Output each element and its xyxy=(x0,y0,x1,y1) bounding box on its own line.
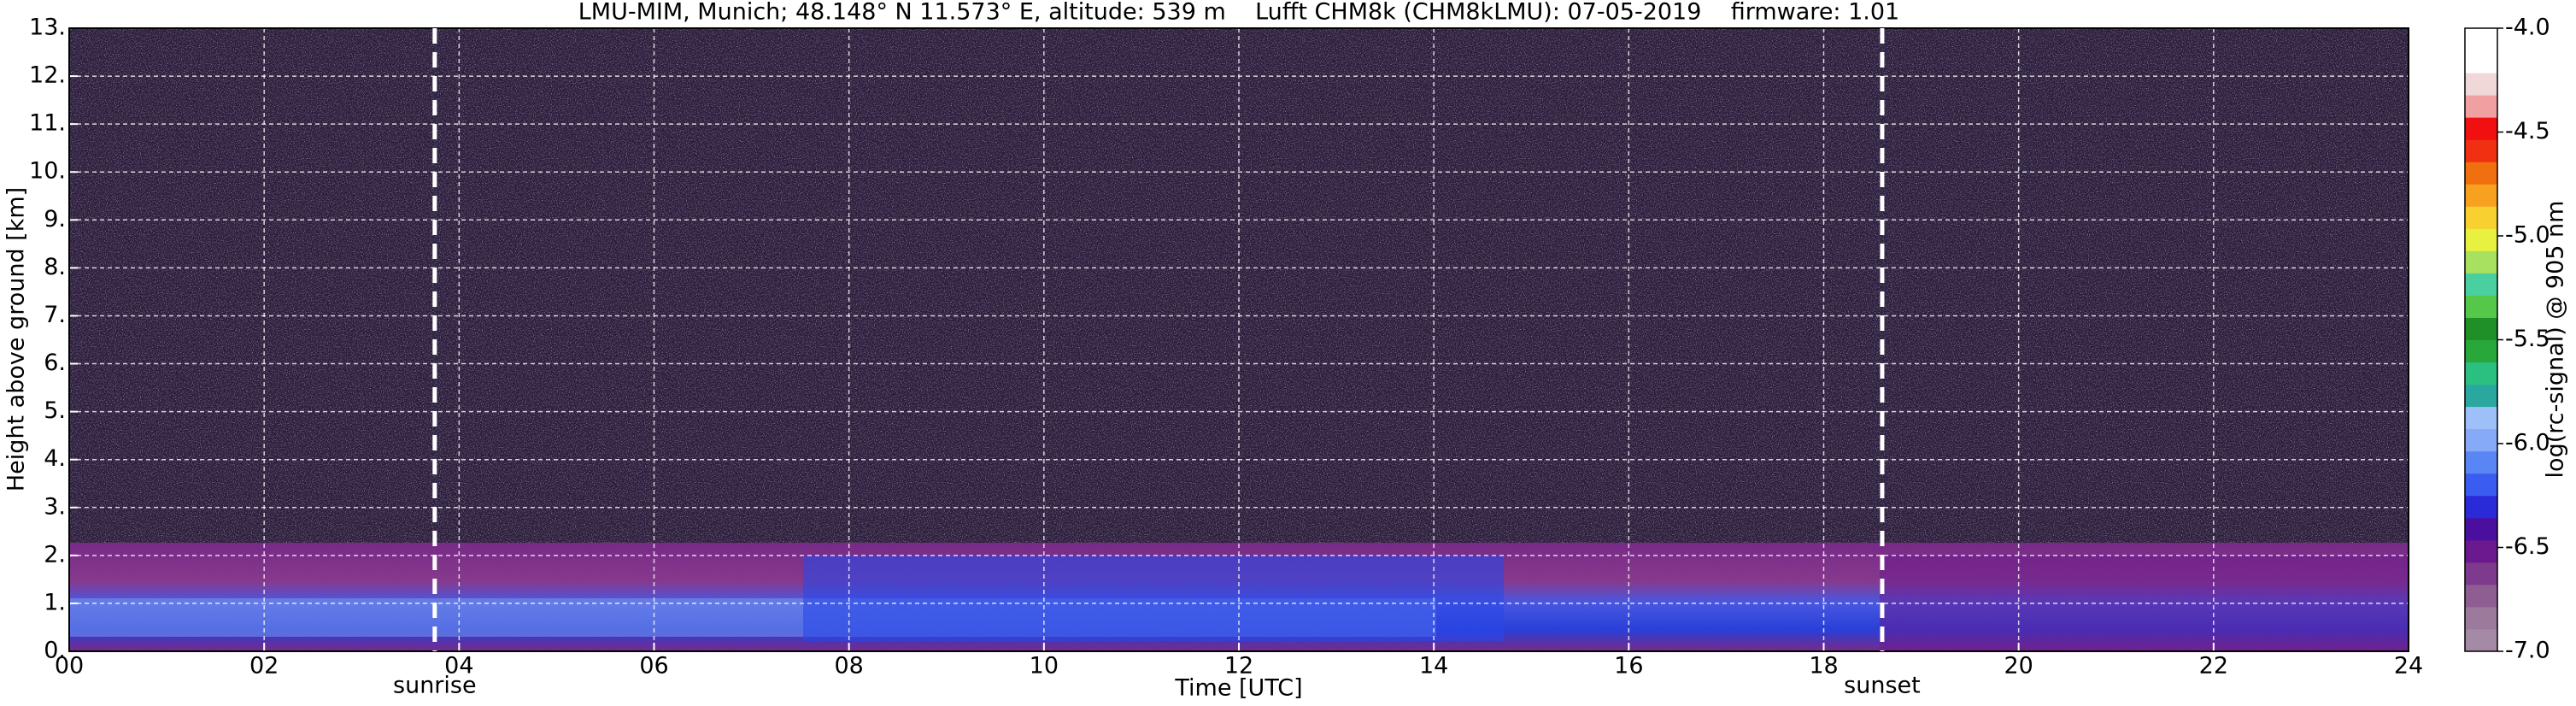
y-tick-label: 8. xyxy=(44,254,66,280)
x-tick-label: 00 xyxy=(55,653,84,680)
y-tick-label: 12. xyxy=(29,62,66,89)
annotation-label: sunrise xyxy=(393,673,477,699)
colorbar-swatch xyxy=(2465,206,2497,229)
y-tick-label: 13. xyxy=(29,15,66,41)
colorbar-swatch xyxy=(2465,273,2497,296)
colorbar-swatch xyxy=(2465,473,2497,497)
colorbar-tick-label: -7.0 xyxy=(2505,638,2550,664)
colorbar-swatch xyxy=(2465,162,2497,185)
x-tick-label: 04 xyxy=(444,653,473,680)
colorbar-swatch xyxy=(2465,362,2497,385)
colorbar-swatch xyxy=(2465,584,2497,608)
x-axis-label: Time [UTC] xyxy=(1174,675,1302,702)
x-tick-label: 14 xyxy=(1419,653,1448,680)
y-tick-label: 5. xyxy=(44,397,66,424)
colorbar-swatch xyxy=(2465,428,2497,452)
x-tick-label: 06 xyxy=(639,653,668,680)
colorbar-swatch xyxy=(2465,406,2497,430)
colorbar-swatch xyxy=(2465,495,2497,519)
colorbar-swatch xyxy=(2465,95,2497,118)
x-tick-label: 02 xyxy=(249,653,279,680)
y-tick-label: 9. xyxy=(44,206,66,232)
colorbar-swatch xyxy=(2465,606,2497,630)
y-tick-label: 4. xyxy=(44,445,66,472)
colorbar-tick-label: -4.5 xyxy=(2505,118,2550,144)
x-tick-label: 08 xyxy=(834,653,863,680)
colorbar-swatch xyxy=(2465,250,2497,274)
colorbar-swatch xyxy=(2465,562,2497,585)
y-tick-label: 7. xyxy=(44,302,66,328)
x-tick-label: 22 xyxy=(2199,653,2228,680)
colorbar-swatch xyxy=(2465,384,2497,408)
x-tick-label: 10 xyxy=(1030,653,1059,680)
colorbar-swatch xyxy=(2465,184,2497,207)
colorbar-swatch xyxy=(2465,317,2497,340)
colorbar-tick-label: -4.0 xyxy=(2505,15,2550,41)
y-tick-label: 2. xyxy=(44,541,66,568)
colorbar-swatch xyxy=(2465,450,2497,474)
annotation-label: sunset xyxy=(1844,673,1921,699)
colorbar-swatch xyxy=(2465,517,2497,541)
x-tick-label: 18 xyxy=(1809,653,1838,680)
colorbar-swatch xyxy=(2465,228,2497,251)
x-tick-label: 24 xyxy=(2394,653,2423,680)
colorbar-swatch xyxy=(2465,628,2497,652)
colorbar-tick-label: -5.0 xyxy=(2505,222,2550,249)
colorbar-swatch xyxy=(2465,50,2497,74)
chart-title: LMU-MIM, Munich; 48.148° N 11.573° E, al… xyxy=(578,0,1899,26)
y-tick-label: 3. xyxy=(44,493,66,520)
colorbar-swatch xyxy=(2465,539,2497,563)
y-tick-label: 11. xyxy=(29,110,66,137)
colorbar-swatch xyxy=(2465,139,2497,162)
colorbar-swatch xyxy=(2465,28,2497,51)
colorbar-tick-label: -6.5 xyxy=(2505,533,2550,560)
y-tick-label: 6. xyxy=(44,350,66,376)
x-tick-label: 16 xyxy=(1614,653,1643,680)
colorbar-swatch xyxy=(2465,73,2497,96)
y-tick-label: 1. xyxy=(44,589,66,615)
x-tick-label: 20 xyxy=(2004,653,2033,680)
colorbar-tick-label: -5.5 xyxy=(2505,326,2550,352)
colorbar-swatch xyxy=(2465,117,2497,140)
x-tick-label: 12 xyxy=(1224,653,1253,680)
y-tick-label: 10. xyxy=(29,158,66,185)
colorbar-tick-label: -6.0 xyxy=(2505,430,2550,456)
y-axis-label: Height above ground [km] xyxy=(3,187,30,491)
colorbar-swatch xyxy=(2465,339,2497,363)
y-tick-label: 0. xyxy=(44,638,66,664)
colorbar-swatch xyxy=(2465,295,2497,318)
plot-frame xyxy=(68,27,2409,652)
colorbar-label: log(rc-signal) @ 905 nm xyxy=(2543,201,2569,479)
